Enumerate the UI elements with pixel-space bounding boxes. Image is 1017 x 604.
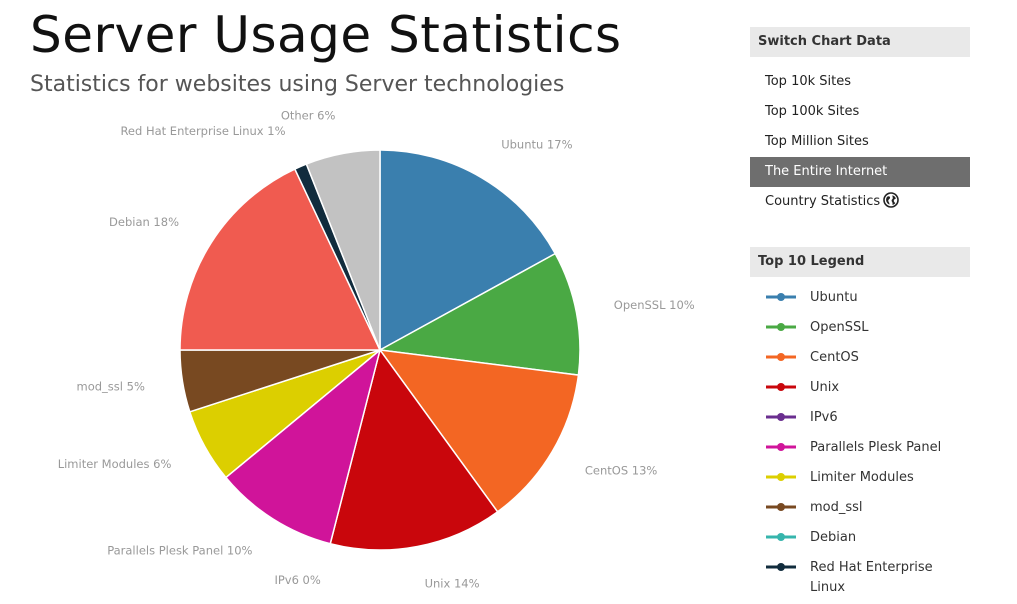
legend-label: Debian	[810, 530, 857, 545]
legend-list: Ubuntu OpenSSL CentOS Unix IPv6 Parallel…	[750, 286, 970, 596]
switch-item-label: Top Million Sites	[765, 134, 869, 149]
legend-marker-icon	[766, 383, 796, 391]
legend-label: Ubuntu	[810, 290, 858, 305]
pie-label-red-hat-enterprise-linux: Red Hat Enterprise Linux 1%	[120, 124, 285, 138]
pie-chart: Ubuntu 17% OpenSSL 10% CentOS 13% Unix 14% I…	[58, 109, 695, 591]
pie-label-openssl: OpenSSL 10%	[614, 298, 695, 312]
pie-label-ubuntu: Ubuntu 17%	[501, 138, 572, 152]
switch-chart-header: Switch Chart Data	[750, 27, 970, 57]
legend-marker-icon	[766, 413, 796, 421]
legend-item-centos[interactable]: CentOS	[750, 346, 970, 376]
legend-marker-icon	[766, 353, 796, 361]
pie-label-debian: Debian 18%	[109, 215, 179, 229]
legend-item-debian[interactable]: Debian	[750, 526, 970, 556]
switch-item-label: Top 10k Sites	[765, 74, 852, 89]
pie-slice-centos[interactable]	[378, 349, 580, 513]
switch-chart-list: Top 10k Sites Top 100k Sites Top Million…	[750, 67, 970, 217]
pie-label-parallels-plesk-panel: Parallels Plesk Panel 10%	[107, 544, 252, 558]
legend-item-openssl[interactable]: OpenSSL	[750, 316, 970, 346]
legend-label: Limiter Modules	[810, 470, 914, 485]
legend-marker-icon	[766, 563, 796, 571]
legend-label: IPv6	[810, 410, 838, 425]
legend-marker-icon	[766, 443, 796, 451]
pie-label-centos: CentOS 13%	[585, 464, 658, 478]
page-subtitle: Statistics for websites using Server tec…	[30, 72, 565, 97]
pie-label-ipv6: IPv6 0%	[274, 573, 320, 587]
pie-label-unix: Unix 14%	[425, 576, 480, 590]
pie-slice-ubuntu[interactable]	[379, 149, 557, 352]
legend-item-unix[interactable]: Unix	[750, 376, 970, 406]
pie-slice-unix[interactable]	[329, 348, 499, 551]
legend-item-mod-ssl[interactable]: mod_ssl	[750, 496, 970, 526]
globe-icon	[883, 190, 900, 220]
legend-panel: Top 10 Legend Ubuntu OpenSSL CentOS Unix…	[750, 247, 970, 596]
pie-label-mod-ssl: mod_ssl 5%	[77, 380, 145, 394]
legend-header: Top 10 Legend	[750, 247, 970, 277]
switch-item-top-10k[interactable]: Top 10k Sites	[750, 67, 970, 97]
switch-chart-panel: Switch Chart Data Top 10k Sites Top 100k…	[750, 27, 970, 217]
pie-slice-parallels-plesk-panel[interactable]	[224, 347, 382, 545]
pie-label-other: Other 6%	[281, 109, 336, 123]
legend-label: Unix	[810, 380, 840, 395]
legend-label: Red Hat Enterprise Linux	[810, 560, 933, 595]
legend-label: CentOS	[810, 350, 859, 365]
legend-marker-icon	[766, 473, 796, 481]
page-title: Server Usage Statistics	[30, 6, 622, 64]
legend-item-ubuntu[interactable]: Ubuntu	[750, 286, 970, 316]
switch-item-label: Country Statistics	[765, 194, 881, 209]
switch-item-country-statistics[interactable]: Country Statistics	[750, 187, 970, 217]
pie-slice-other[interactable]	[305, 149, 381, 351]
pie-slice-openssl[interactable]	[377, 252, 581, 376]
switch-item-top-100k[interactable]: Top 100k Sites	[750, 97, 970, 127]
legend-label: Parallels Plesk Panel	[810, 440, 942, 455]
pie-slice-debian[interactable]	[179, 168, 382, 351]
legend-item-parallels-plesk-panel[interactable]: Parallels Plesk Panel	[750, 436, 970, 466]
legend-item-ipv6[interactable]: IPv6	[750, 406, 970, 436]
switch-item-top-million[interactable]: Top Million Sites	[750, 127, 970, 157]
legend-marker-icon	[766, 323, 796, 331]
legend-marker-icon	[766, 533, 796, 541]
legend-item-limiter-modules[interactable]: Limiter Modules	[750, 466, 970, 496]
legend-marker-icon	[766, 293, 796, 301]
switch-item-label: Top 100k Sites	[765, 104, 860, 119]
legend-item-red-hat-enterprise-linux[interactable]: Red Hat Enterprise Linux	[750, 556, 970, 596]
switch-item-label: The Entire Internet	[765, 164, 888, 179]
legend-label: mod_ssl	[810, 500, 863, 515]
legend-label: OpenSSL	[810, 320, 869, 335]
pie-label-limiter-modules: Limiter Modules 6%	[58, 457, 172, 471]
legend-marker-icon	[766, 503, 796, 511]
switch-item-entire-internet[interactable]: The Entire Internet	[750, 157, 970, 187]
